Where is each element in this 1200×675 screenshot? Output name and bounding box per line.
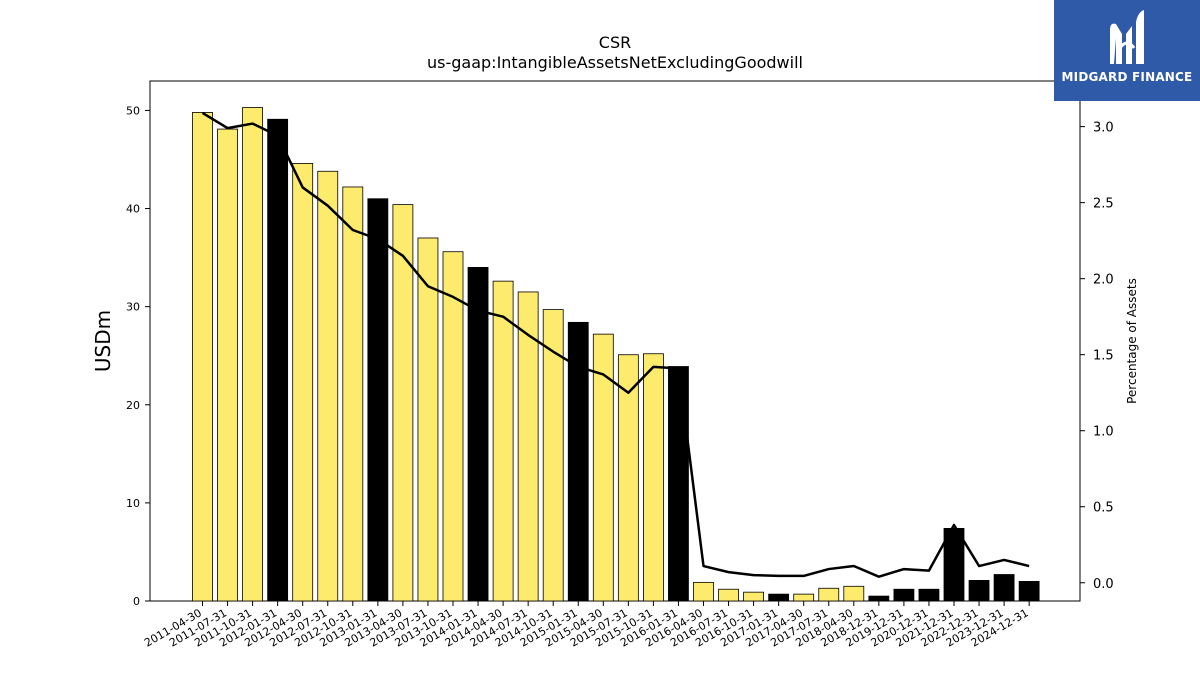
y-tick-label: 40	[126, 203, 140, 216]
x-axis: 2011-04-302011-07-312011-10-312012-01-31…	[142, 601, 1031, 650]
bar	[342, 186, 364, 602]
y-axis-label: USDm	[91, 310, 115, 372]
bar	[768, 593, 790, 602]
y-tick-label: 50	[126, 104, 140, 117]
bar	[442, 251, 464, 602]
bar	[693, 581, 714, 602]
bar	[843, 585, 865, 602]
bar	[968, 580, 990, 602]
y-tick-label: 10	[126, 497, 140, 510]
bar	[292, 163, 314, 602]
y2-tick-label: 0.5	[1093, 501, 1114, 516]
y-tick-label: 30	[126, 301, 140, 314]
bar	[793, 593, 815, 602]
y2-tick-label: 1.5	[1093, 349, 1114, 364]
bar	[492, 280, 514, 602]
bar	[217, 128, 238, 602]
y-axis-left: 0 10 20 30 40 50	[126, 104, 150, 608]
bar	[467, 267, 489, 602]
bar	[918, 588, 940, 602]
bar	[242, 107, 264, 602]
bar	[317, 170, 339, 602]
brand-logo: MIDGARD FINANCE	[1054, 0, 1200, 101]
bar	[668, 366, 689, 602]
bar	[367, 198, 389, 602]
plot-area	[149, 80, 1081, 602]
bar	[192, 112, 213, 602]
bar	[818, 587, 840, 602]
bar	[267, 118, 289, 602]
chart-title: CSR	[599, 33, 631, 52]
bar	[868, 595, 890, 602]
bars-group	[192, 107, 1040, 602]
line-group	[201, 111, 1030, 578]
midgard-logo-icon	[1110, 10, 1144, 65]
bar	[542, 309, 564, 602]
y2-tick-label: 1.0	[1093, 425, 1114, 440]
bar	[993, 574, 1015, 602]
series-line	[201, 111, 1030, 578]
chart-subtitle: us-gaap:IntangibleAssetsNetExcludingGood…	[427, 53, 803, 72]
y-axis-right: 0.0 0.5 1.0 1.5 2.0 2.5 3.0	[1080, 121, 1114, 592]
y-tick-label: 20	[126, 399, 140, 412]
y2-tick-label: 2.0	[1093, 273, 1114, 288]
y2-tick-label: 3.0	[1093, 121, 1114, 136]
y2-axis-label: Percentage of Assets	[1125, 278, 1139, 404]
bar	[893, 588, 915, 602]
bar	[643, 353, 664, 602]
y2-tick-label: 2.5	[1093, 197, 1114, 212]
bar	[417, 237, 439, 602]
bar	[1018, 580, 1040, 602]
bar	[743, 591, 764, 602]
logo-text: MIDGARD FINANCE	[1061, 70, 1193, 84]
y2-tick-label: 0.0	[1093, 577, 1114, 592]
y-tick-label: 0	[133, 595, 140, 608]
bar	[567, 321, 589, 602]
bar	[718, 588, 739, 602]
